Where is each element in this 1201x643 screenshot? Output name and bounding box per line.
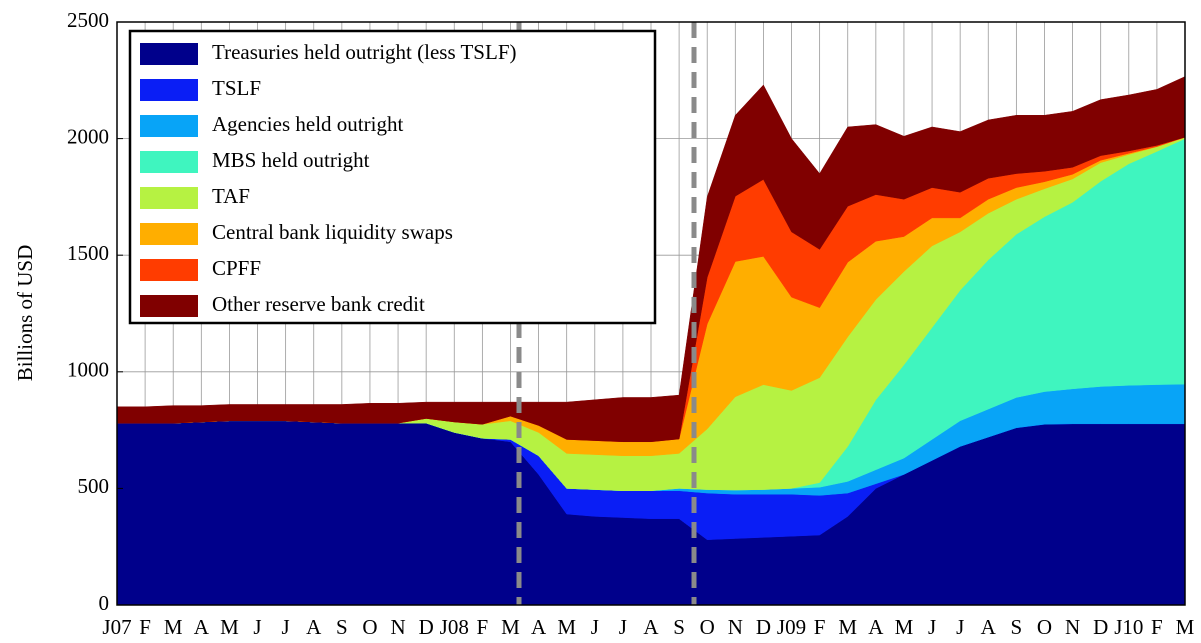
x-tick-label: J: [619, 615, 627, 639]
legend-swatch: [140, 187, 198, 209]
x-tick-label: O: [362, 615, 377, 639]
x-tick-label: S: [1011, 615, 1023, 639]
x-tick-label: N: [728, 615, 743, 639]
x-tick-label: J08: [440, 615, 469, 639]
x-tick-label: J: [591, 615, 599, 639]
x-tick-label: F: [1151, 615, 1163, 639]
legend-swatch: [140, 223, 198, 245]
legend-box: [128, 29, 657, 325]
x-tick-label: M: [838, 615, 857, 639]
legend-label: CPFF: [212, 256, 261, 280]
plot-frame: [116, 21, 1186, 606]
y-axis-title: Billions of USD: [13, 245, 37, 382]
x-tick-label: D: [1093, 615, 1108, 639]
legend-label: Agencies held outright: [212, 112, 403, 136]
x-tick-label: D: [419, 615, 434, 639]
x-tick-label: J09: [777, 615, 806, 639]
x-tick-label: A: [531, 615, 547, 639]
legend-swatch: [140, 259, 198, 281]
x-tick-label: N: [390, 615, 405, 639]
x-tick-label: M: [501, 615, 520, 639]
x-tick-label: D: [756, 615, 771, 639]
x-tick-label: J: [956, 615, 964, 639]
legend-label: TSLF: [212, 76, 261, 100]
x-tick-label: J: [253, 615, 261, 639]
legend-swatch: [140, 295, 198, 317]
x-tick-label: O: [700, 615, 715, 639]
y-tick-label: 2000: [67, 124, 109, 148]
x-tick-label: S: [336, 615, 348, 639]
legend-swatch: [140, 79, 198, 101]
x-tick-label: A: [194, 615, 210, 639]
y-tick-label: 1000: [67, 358, 109, 382]
x-tick-label: J07: [102, 615, 131, 639]
x-tick-label: J: [928, 615, 936, 639]
y-tick-label: 500: [78, 474, 110, 498]
x-tick-label: F: [477, 615, 489, 639]
y-tick-label: 1500: [67, 241, 109, 265]
legend-swatch: [140, 115, 198, 137]
x-tick-label: S: [673, 615, 685, 639]
x-tick-label: O: [1037, 615, 1052, 639]
x-tick-label: M: [164, 615, 183, 639]
legend-swatch: [140, 43, 198, 65]
x-tick-label: A: [643, 615, 659, 639]
legend-label: Treasuries held outright (less TSLF): [212, 40, 517, 64]
legend-label: TAF: [212, 184, 250, 208]
y-tick-label: 0: [99, 591, 110, 615]
x-tick-label: M: [220, 615, 239, 639]
legend-label: Central bank liquidity swaps: [212, 220, 453, 244]
x-tick-label: M: [895, 615, 914, 639]
y-tick-label: 2500: [67, 8, 109, 32]
x-tick-label: N: [1065, 615, 1080, 639]
x-tick-label: F: [139, 615, 151, 639]
x-tick-label: M: [557, 615, 576, 639]
x-tick-label: M: [1176, 615, 1195, 639]
x-tick-label: A: [868, 615, 884, 639]
x-tick-label: A: [981, 615, 997, 639]
x-tick-label: J: [282, 615, 290, 639]
legend: Treasuries held outright (less TSLF) TSLF…: [128, 29, 657, 325]
x-tick-label: J10: [1114, 615, 1143, 639]
x-tick-label: A: [306, 615, 322, 639]
legend-swatch: [140, 151, 198, 173]
legend-label: Other reserve bank credit: [212, 292, 425, 316]
x-tick-label: F: [814, 615, 826, 639]
legend-label: MBS held outright: [212, 148, 370, 172]
